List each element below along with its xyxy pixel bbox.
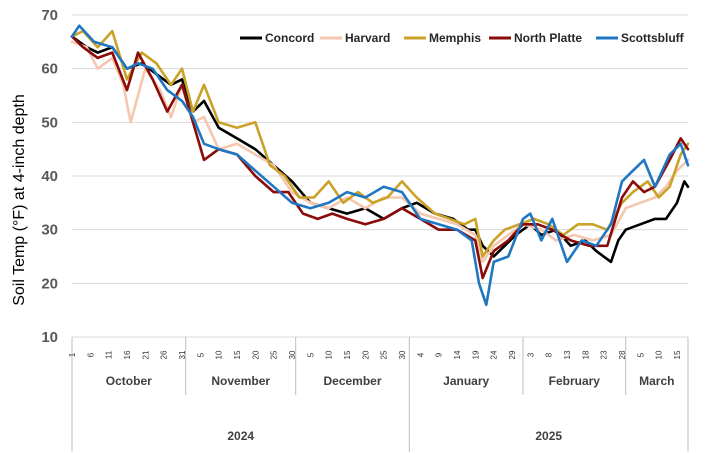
x-day-tick: 8	[545, 352, 554, 357]
x-day-tick: 29	[508, 350, 517, 359]
x-day-tick: 10	[215, 350, 224, 359]
x-day-tick: 14	[453, 350, 462, 359]
gridlines	[72, 14, 688, 338]
x-day-tick: 6	[86, 352, 95, 357]
series-line-scottsbluff	[70, 24, 690, 307]
x-day-tick: 5	[636, 352, 645, 357]
x-day-tick: 16	[123, 350, 132, 359]
legend-label: Concord	[265, 31, 314, 45]
y-tick-label: 30	[41, 222, 58, 239]
x-day-tick: 26	[160, 350, 169, 359]
x-day-tick: 24	[490, 350, 499, 359]
y-tick-label: 10	[41, 329, 58, 346]
x-day-tick: 1	[68, 352, 77, 357]
y-axis-label: Soil Temp (°F) at 4-inch depth	[11, 94, 28, 306]
x-day-tick: 10	[655, 350, 664, 359]
legend-label: Scottsbluff	[621, 31, 685, 45]
x-day-tick: 25	[270, 350, 279, 359]
x-day-tick: 3	[526, 352, 535, 357]
x-year-label: 2025	[535, 429, 562, 443]
legend: Concord Harvard Memphis North Platte Scottsb…	[240, 31, 685, 45]
x-month-label: January	[443, 374, 489, 388]
x-day-tick: 30	[288, 350, 297, 359]
series-line-concord	[70, 35, 690, 264]
legend-label: North Platte	[514, 31, 582, 45]
x-day-tick: 13	[563, 350, 572, 359]
y-tick-label: 70	[41, 7, 58, 24]
series-line-memphis	[70, 29, 690, 258]
x-day-tick: 19	[471, 350, 480, 359]
x-day-tick: 15	[233, 350, 242, 359]
x-day-tick: 25	[380, 350, 389, 359]
x-day-tick: 23	[600, 350, 609, 359]
x-day-tick: 20	[361, 350, 370, 359]
x-month-label: December	[323, 374, 381, 388]
x-day-tick: 11	[105, 350, 114, 359]
y-tick-label: 40	[41, 168, 58, 185]
x-day-tick: 30	[398, 350, 407, 359]
x-day-tick: 10	[325, 350, 334, 359]
x-day-tick: 20	[251, 350, 260, 359]
x-year-label: 2024	[227, 429, 254, 443]
x-day-tick: 21	[141, 350, 150, 359]
x-day-tick: 4	[416, 352, 425, 357]
x-day-tick: 5	[306, 352, 315, 357]
legend-label: Memphis	[429, 31, 481, 45]
x-day-tick: 28	[618, 350, 627, 359]
x-day-tick: 18	[581, 350, 590, 359]
x-month-label: February	[549, 374, 601, 388]
x-month-label: October	[106, 374, 152, 388]
x-month-label: March	[639, 374, 674, 388]
x-day-tick: 31	[178, 350, 187, 359]
series-lines	[70, 24, 690, 307]
y-tick-label: 20	[41, 275, 58, 292]
y-tick-label: 60	[41, 61, 58, 78]
x-month-label: November	[211, 374, 270, 388]
x-day-tick: 9	[435, 352, 444, 357]
legend-label: Harvard	[345, 31, 390, 45]
series-line-north-platte	[70, 35, 690, 280]
y-tick-label: 50	[41, 114, 58, 131]
x-day-tick: 15	[673, 350, 682, 359]
y-axis-ticks: 10 20 30 40 50 60 70	[41, 7, 58, 346]
x-day-tick: 15	[343, 350, 352, 359]
x-day-tick: 5	[196, 352, 205, 357]
